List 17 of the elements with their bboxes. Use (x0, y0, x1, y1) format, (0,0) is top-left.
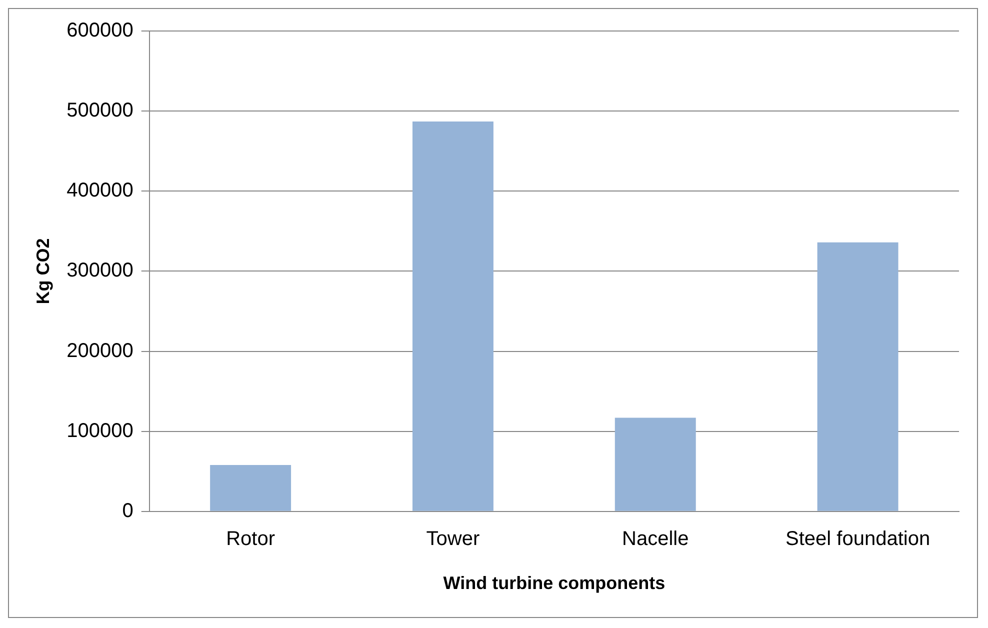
y-tick-label: 600000 (66, 20, 134, 42)
x-axis-title: Wind turbine components (443, 573, 666, 594)
y-axis-title: Kg CO2 (32, 238, 53, 304)
x-tick-label: Steel foundation (786, 528, 930, 550)
y-tick-label: 500000 (66, 100, 134, 122)
y-tick-label: 0 (122, 500, 134, 522)
y-tick-label: 200000 (66, 340, 134, 362)
y-tick-label: 300000 (66, 260, 134, 282)
bar (210, 464, 292, 511)
bar (817, 242, 898, 511)
x-tick-label: Tower (426, 528, 480, 550)
x-tick-label: Rotor (226, 528, 276, 550)
y-tick-label: 100000 (66, 420, 134, 442)
bar (412, 121, 494, 511)
bar (614, 418, 696, 511)
y-tick-label: 400000 (66, 180, 134, 202)
x-tick-label: Nacelle (622, 528, 689, 550)
